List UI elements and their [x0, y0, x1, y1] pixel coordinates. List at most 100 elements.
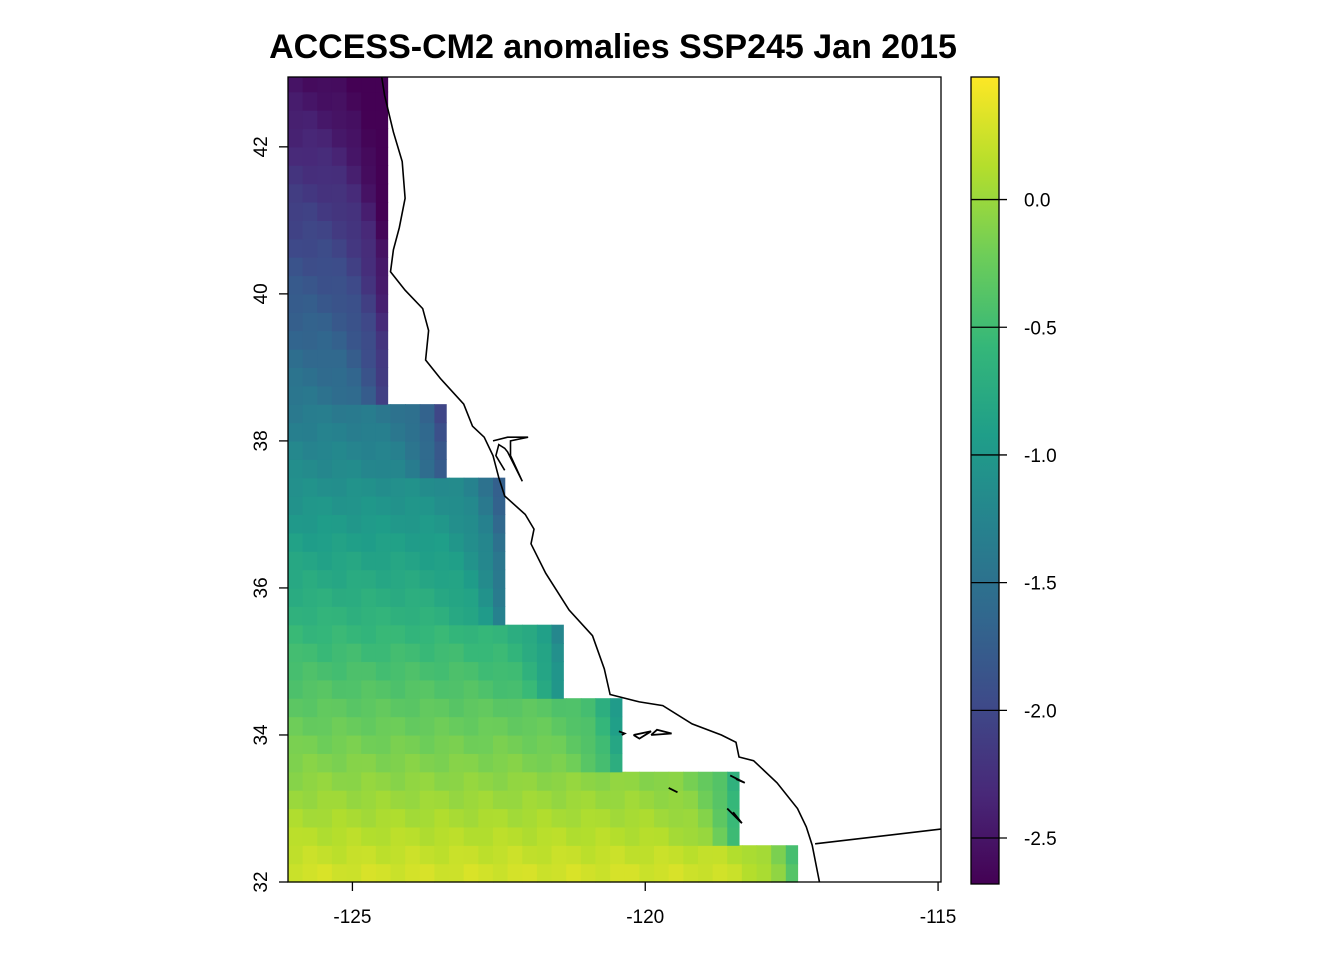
heatmap-cell [595, 753, 611, 773]
heatmap-cell [434, 514, 450, 534]
heatmap-cell [288, 496, 304, 516]
heatmap-cell [390, 679, 406, 699]
heatmap-cell [317, 716, 333, 736]
heatmap-cell [624, 863, 640, 883]
heatmap-cell [288, 165, 304, 185]
heatmap-cell [668, 808, 684, 828]
heatmap-cell [668, 790, 684, 810]
heatmap-cell [317, 551, 333, 571]
heatmap-cell [288, 514, 304, 534]
heatmap-cell [419, 808, 436, 828]
heatmap-cell [317, 624, 333, 644]
heatmap-cell [785, 863, 799, 883]
heatmap-cell [478, 826, 494, 846]
heatmap-cell [361, 275, 377, 295]
heatmap-cell [331, 790, 348, 810]
heatmap-cell [331, 422, 348, 442]
heatmap-cell [331, 477, 348, 497]
heatmap-cell [449, 587, 465, 607]
heatmap-cell [566, 826, 582, 846]
island-outline [618, 730, 627, 736]
heatmap-cell [507, 698, 523, 718]
heatmap-cell [317, 606, 333, 626]
heatmap-cell [390, 753, 406, 773]
heatmap-cell [551, 661, 564, 681]
heatmap-cell [288, 440, 304, 460]
heatmap-cell [492, 496, 506, 516]
heatmap-cell [390, 551, 406, 571]
heatmap-cell [419, 477, 436, 497]
heatmap-cell [507, 734, 523, 754]
heatmap-cell [346, 790, 362, 810]
heatmap-cell [317, 753, 333, 773]
heatmap-cell [302, 514, 318, 534]
heatmap-cell [375, 146, 389, 166]
heatmap-cell [419, 606, 436, 626]
heatmap-cell [419, 440, 436, 460]
heatmap-cell [288, 459, 304, 479]
heatmap-cell [419, 569, 436, 589]
y-tick-label: 42 [251, 136, 272, 157]
heatmap-cell [302, 77, 318, 93]
heatmap-cell [317, 146, 333, 166]
heatmap-cell [492, 734, 509, 754]
heatmap-cell [536, 661, 553, 681]
heatmap-cell [288, 734, 304, 754]
heatmap-cell [419, 790, 436, 810]
heatmap-cell [449, 477, 465, 497]
heatmap-cell [331, 698, 348, 718]
heatmap-cell [434, 771, 450, 791]
heatmap-cell [331, 293, 348, 313]
heatmap-cell [361, 753, 377, 773]
heatmap-cell [507, 790, 523, 810]
heatmap-cell [536, 624, 553, 644]
colorbar-tick-label: 0.0 [1024, 191, 1050, 212]
heatmap-cell [610, 808, 626, 828]
heatmap-cell [375, 477, 392, 497]
heatmap-cell [654, 771, 670, 791]
heatmap-cell [449, 496, 465, 516]
heatmap-cell [449, 661, 465, 681]
heatmap-cell [478, 606, 494, 626]
heatmap-cell [727, 808, 740, 828]
heatmap-cell [317, 477, 333, 497]
heatmap-cell [566, 863, 582, 883]
heatmap-cell [346, 845, 362, 865]
x-axis: -125 -120 -115 [333, 882, 956, 928]
heatmap-cell [361, 863, 377, 883]
heatmap-cell [390, 771, 406, 791]
heatmap-cell [361, 826, 377, 846]
heatmap-cell [346, 110, 362, 130]
heatmap-cell [331, 146, 348, 166]
heatmap-cell [478, 716, 494, 736]
heatmap-cell [683, 826, 699, 846]
heatmap-cell [580, 863, 597, 883]
heatmap-cell [405, 845, 421, 865]
heatmap-cell [492, 624, 509, 644]
heatmap-cell [302, 587, 318, 607]
heatmap-cell [346, 385, 362, 405]
heatmap-cell [478, 845, 494, 865]
heatmap-cell [288, 146, 304, 166]
heatmap-cell [449, 514, 465, 534]
heatmap-cell [536, 845, 553, 865]
heatmap-cell [419, 643, 436, 663]
heatmap-cell [463, 845, 479, 865]
heatmap-cell [375, 569, 392, 589]
heatmap-cell [419, 734, 436, 754]
heatmap-cell [478, 496, 494, 516]
heatmap-cell [478, 698, 494, 718]
heatmap-cell [551, 624, 564, 644]
heatmap-cell [361, 679, 377, 699]
heatmap-cell [331, 110, 348, 130]
coastline-layer [380, 77, 941, 882]
heatmap-cells [288, 77, 799, 883]
heatmap-cell [478, 569, 494, 589]
heatmap-cell [375, 201, 389, 221]
heatmap-cell [434, 698, 450, 718]
heatmap-cell [302, 551, 318, 571]
heatmap-cell [507, 771, 523, 791]
heatmap-cell [463, 514, 479, 534]
heatmap-cell [478, 551, 494, 571]
heatmap-cell [375, 734, 392, 754]
